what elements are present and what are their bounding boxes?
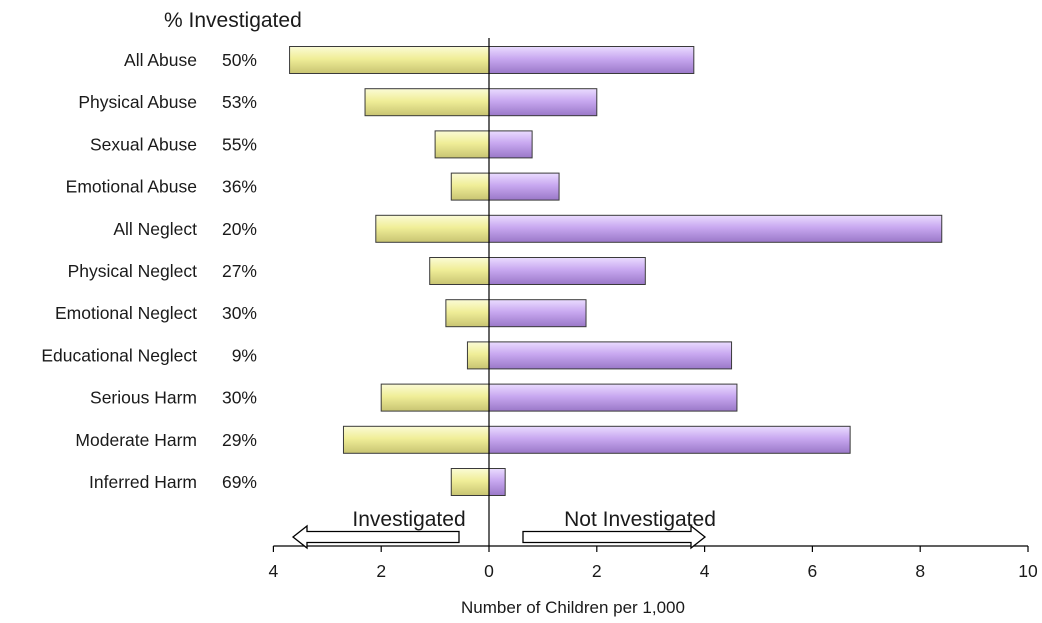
percent-investigated-label: 55% — [222, 134, 257, 154]
x-axis-label: Number of Children per 1,000 — [461, 598, 685, 617]
left-arrow-shape — [291, 524, 460, 550]
percent-investigated-label: 36% — [222, 177, 257, 197]
category-label: Moderate Harm — [75, 430, 197, 450]
percent-investigated-label: 20% — [222, 219, 257, 239]
bar-not-investigated — [488, 46, 695, 74]
percent-labels: 50% 53% 55% 36% 20% 27% 30% 9% 30% 29% 69% — [222, 50, 257, 492]
bars — [289, 46, 943, 496]
x-tick-label: 8 — [915, 561, 925, 581]
bar-investigated — [450, 468, 490, 496]
bar-not-investigated — [488, 383, 738, 412]
x-tick-label: 2 — [376, 561, 386, 581]
bar-not-investigated — [488, 88, 598, 117]
category-label: All Neglect — [113, 219, 197, 239]
x-tick-label: 4 — [700, 561, 710, 581]
bar-not-investigated — [488, 172, 560, 201]
bar-investigated — [375, 214, 490, 243]
category-label: Inferred Harm — [89, 472, 197, 492]
percent-investigated-label: 30% — [222, 388, 257, 408]
bar-not-investigated — [488, 425, 851, 454]
x-tick-label: 2 — [592, 561, 602, 581]
bar-investigated — [466, 341, 490, 370]
x-tick-label: 0 — [484, 561, 494, 581]
category-label: Emotional Neglect — [55, 303, 197, 323]
percent-investigated-label: 30% — [222, 303, 257, 323]
bar-investigated — [289, 46, 490, 74]
category-label: All Abuse — [124, 50, 197, 70]
column-header: % Investigated — [164, 9, 302, 32]
bar-not-investigated — [488, 299, 587, 328]
percent-investigated-label: 27% — [222, 261, 257, 281]
percent-investigated-label: 69% — [222, 472, 257, 492]
category-label: Educational Neglect — [41, 345, 197, 365]
bar-not-investigated — [488, 257, 646, 285]
percent-investigated-label: 29% — [222, 430, 257, 450]
x-tick-label: 6 — [808, 561, 818, 581]
x-tick-label: 10 — [1018, 561, 1038, 581]
not-investigated-arrow: Not Investigated — [522, 508, 716, 550]
bar-not-investigated — [488, 214, 943, 243]
investigated-arrow-label: Investigated — [352, 508, 465, 531]
category-label: Physical Neglect — [68, 261, 197, 281]
percent-investigated-label: 9% — [232, 345, 257, 365]
category-label: Physical Abuse — [78, 92, 197, 112]
bar-investigated — [434, 130, 490, 159]
bar-not-investigated — [488, 468, 506, 496]
investigated-arrow: Investigated — [291, 508, 466, 550]
bar-investigated — [364, 88, 490, 117]
bar-investigated — [445, 299, 490, 328]
bar-investigated — [380, 383, 490, 412]
bar-investigated — [342, 425, 490, 454]
category-label: Emotional Abuse — [66, 177, 197, 197]
not-investigated-arrow-label: Not Investigated — [564, 508, 716, 531]
category-labels: All Abuse Physical Abuse Sexual Abuse Emoti… — [41, 50, 197, 492]
bar-not-investigated — [488, 341, 733, 370]
right-arrow-shape — [522, 524, 707, 550]
bar-investigated — [429, 257, 490, 285]
percent-investigated-label: 53% — [222, 92, 257, 112]
bar-not-investigated — [488, 130, 533, 159]
category-label: Sexual Abuse — [90, 134, 197, 154]
category-label: Serious Harm — [90, 388, 197, 408]
bar-investigated — [450, 172, 490, 201]
x-tick-label: 4 — [269, 561, 279, 581]
x-ticks: 4 2 0 2 4 6 8 10 — [269, 546, 1038, 581]
percent-investigated-label: 50% — [222, 50, 257, 70]
